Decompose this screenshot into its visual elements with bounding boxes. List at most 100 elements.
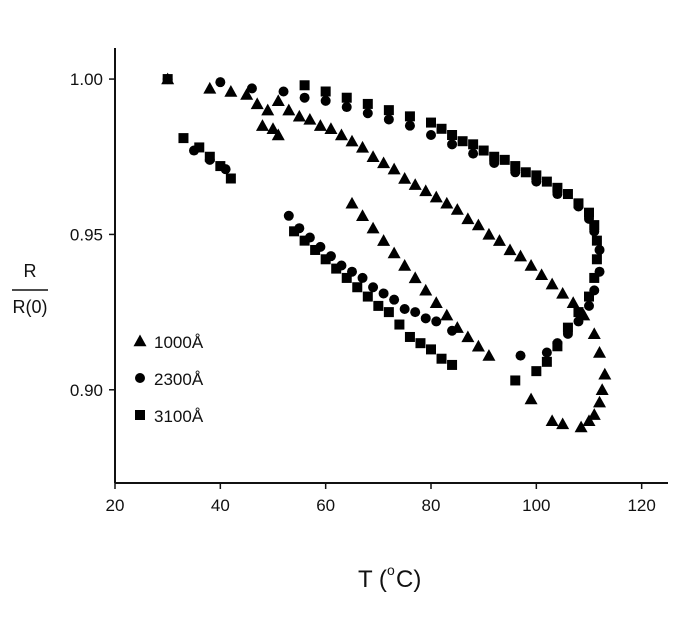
- data-point: [341, 102, 352, 113]
- data-point: [377, 156, 391, 169]
- data-point: [162, 74, 173, 85]
- data-point: [520, 167, 531, 178]
- data-point: [471, 339, 485, 352]
- data-point: [368, 282, 379, 293]
- data-point: [215, 77, 226, 88]
- data-point: [240, 88, 254, 100]
- data-point: [320, 86, 331, 97]
- data-point: [356, 209, 370, 221]
- data-point: [584, 300, 594, 311]
- legend-marker: [133, 334, 147, 347]
- data-point: [447, 139, 458, 150]
- data-point: [362, 291, 373, 302]
- data-point: [595, 383, 609, 395]
- data-point: [584, 207, 594, 218]
- data-point: [535, 268, 549, 281]
- data-point: [468, 139, 479, 150]
- data-point: [447, 130, 458, 140]
- data-point: [510, 375, 521, 386]
- data-point: [383, 114, 394, 125]
- data-point: [225, 173, 236, 184]
- data-point: [398, 259, 412, 271]
- data-point: [320, 95, 331, 106]
- data-point: [299, 92, 310, 103]
- data-point: [366, 221, 380, 234]
- data-point: [399, 304, 410, 314]
- data-point: [357, 272, 368, 283]
- data-point: [366, 150, 380, 162]
- data-point: [556, 286, 570, 299]
- data-point: [415, 338, 426, 349]
- data-point: [203, 81, 217, 94]
- data-point: [541, 347, 552, 358]
- data-point: [566, 296, 580, 308]
- data-point: [292, 109, 306, 122]
- data-point: [250, 97, 264, 110]
- data-point: [556, 417, 570, 430]
- data-point: [271, 94, 285, 107]
- data-point: [514, 249, 528, 262]
- data-point: [587, 408, 601, 420]
- data-point: [341, 92, 352, 103]
- data-point: [541, 356, 552, 367]
- data-point: [426, 117, 436, 128]
- data-point: [562, 189, 573, 200]
- data-point: [408, 178, 422, 190]
- x-tick-label: 40: [211, 496, 230, 515]
- data-point: [531, 170, 542, 181]
- data-point: [261, 103, 275, 116]
- data-point: [313, 119, 327, 131]
- data-point: [215, 161, 226, 172]
- data-point: [552, 341, 563, 352]
- data-point: [545, 414, 559, 427]
- data-point: [289, 226, 300, 237]
- x-tick-label: 80: [422, 496, 441, 515]
- data-point: [429, 190, 443, 203]
- data-point: [377, 234, 391, 246]
- series-circle: [162, 74, 605, 361]
- x-axis-title-main: T (: [358, 566, 387, 593]
- data-point: [334, 128, 348, 141]
- data-point: [594, 244, 605, 255]
- data-point: [573, 198, 584, 209]
- data-point: [283, 210, 294, 221]
- data-point: [404, 111, 415, 122]
- x-axis-title-unit: C): [396, 566, 421, 593]
- data-point: [457, 136, 468, 147]
- data-point: [552, 182, 563, 193]
- legend-marker: [135, 410, 145, 420]
- data-point: [492, 234, 506, 246]
- y-axis-title-top: R: [24, 261, 37, 281]
- legend: 1000Å 2300Å 3100Å: [133, 333, 204, 426]
- data-point: [593, 395, 607, 408]
- data-point: [541, 176, 552, 187]
- x-tick-label: 120: [627, 496, 655, 515]
- x-tick-label: 20: [106, 496, 125, 515]
- data-point: [582, 414, 596, 427]
- x-tick-label: 100: [522, 496, 550, 515]
- data-point: [598, 367, 612, 380]
- data-point: [278, 86, 289, 97]
- data-point: [524, 392, 538, 405]
- data-point: [524, 259, 538, 271]
- data-point: [194, 142, 205, 153]
- data-point: [303, 112, 317, 125]
- data-point: [584, 291, 594, 302]
- data-point: [178, 133, 189, 144]
- data-point: [419, 283, 433, 296]
- data-point: [362, 108, 373, 119]
- legend-label: 3100Å: [154, 407, 204, 426]
- y-axis-title-bottom: R(0): [13, 297, 48, 317]
- data-point: [545, 277, 559, 290]
- y-tick-label: 0.90: [70, 381, 103, 400]
- data-point: [387, 246, 401, 259]
- axes: 20 40 60 80 100 120 0.90 0.95 1.00: [70, 48, 668, 515]
- data-point: [587, 327, 601, 340]
- axis-titles: T ( o C) R R(0): [12, 261, 421, 593]
- data-point: [429, 296, 443, 308]
- data-point: [389, 294, 400, 305]
- data-point: [471, 218, 485, 231]
- data-point: [589, 272, 600, 283]
- data-point: [224, 85, 238, 97]
